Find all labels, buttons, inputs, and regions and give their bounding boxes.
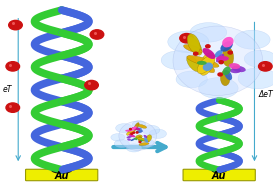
Ellipse shape	[144, 137, 148, 143]
Ellipse shape	[149, 129, 166, 138]
Ellipse shape	[141, 140, 155, 147]
Ellipse shape	[188, 37, 202, 55]
Ellipse shape	[230, 68, 241, 73]
Ellipse shape	[114, 140, 129, 148]
Ellipse shape	[138, 124, 147, 128]
Circle shape	[6, 103, 20, 112]
Ellipse shape	[220, 70, 230, 86]
Ellipse shape	[136, 130, 143, 133]
Circle shape	[219, 61, 223, 64]
Ellipse shape	[135, 135, 142, 139]
Ellipse shape	[128, 131, 135, 133]
Ellipse shape	[199, 78, 238, 99]
Circle shape	[258, 62, 272, 71]
Ellipse shape	[138, 136, 142, 142]
Ellipse shape	[168, 31, 209, 53]
Circle shape	[206, 45, 210, 48]
Ellipse shape	[190, 23, 227, 42]
Ellipse shape	[130, 138, 135, 141]
Ellipse shape	[127, 131, 132, 135]
Ellipse shape	[216, 56, 229, 61]
Ellipse shape	[187, 34, 200, 53]
Ellipse shape	[173, 26, 263, 95]
Ellipse shape	[176, 71, 207, 88]
Ellipse shape	[139, 143, 149, 146]
Ellipse shape	[143, 135, 147, 138]
Text: ΔeT: ΔeT	[258, 90, 273, 99]
Ellipse shape	[234, 30, 270, 49]
Text: eT: eT	[3, 85, 12, 94]
Circle shape	[133, 132, 135, 133]
Ellipse shape	[216, 54, 224, 62]
Ellipse shape	[203, 62, 213, 71]
Circle shape	[130, 129, 131, 130]
Text: Au: Au	[54, 170, 69, 180]
Circle shape	[136, 132, 138, 133]
Circle shape	[218, 73, 222, 76]
Circle shape	[90, 30, 104, 39]
Ellipse shape	[119, 121, 157, 150]
Circle shape	[228, 51, 232, 54]
Ellipse shape	[140, 139, 149, 142]
Ellipse shape	[161, 51, 196, 70]
Ellipse shape	[187, 56, 219, 67]
Ellipse shape	[238, 68, 277, 89]
Ellipse shape	[132, 121, 146, 128]
Text: Au: Au	[212, 170, 226, 180]
Ellipse shape	[183, 45, 202, 53]
Ellipse shape	[197, 55, 215, 74]
Circle shape	[9, 20, 22, 30]
Ellipse shape	[220, 41, 233, 52]
Ellipse shape	[146, 135, 152, 142]
Ellipse shape	[222, 47, 234, 67]
Ellipse shape	[200, 61, 215, 73]
Circle shape	[139, 141, 141, 143]
Circle shape	[6, 62, 20, 71]
Ellipse shape	[130, 126, 137, 131]
Circle shape	[180, 33, 193, 43]
Ellipse shape	[232, 66, 246, 72]
Circle shape	[194, 52, 198, 55]
Ellipse shape	[224, 70, 232, 80]
Ellipse shape	[125, 130, 132, 132]
Circle shape	[85, 81, 98, 90]
Ellipse shape	[116, 124, 133, 133]
Ellipse shape	[111, 134, 125, 141]
Ellipse shape	[222, 67, 231, 75]
Ellipse shape	[222, 37, 234, 47]
Ellipse shape	[129, 134, 135, 137]
Ellipse shape	[134, 138, 138, 140]
Ellipse shape	[127, 135, 133, 138]
Ellipse shape	[126, 144, 142, 152]
FancyBboxPatch shape	[183, 169, 255, 181]
Ellipse shape	[215, 50, 222, 58]
Ellipse shape	[202, 48, 216, 59]
Ellipse shape	[132, 127, 140, 130]
Ellipse shape	[197, 61, 207, 65]
Ellipse shape	[127, 138, 131, 141]
Ellipse shape	[51, 166, 73, 174]
FancyBboxPatch shape	[25, 169, 98, 181]
Ellipse shape	[187, 56, 200, 72]
Ellipse shape	[244, 50, 276, 67]
Ellipse shape	[211, 167, 227, 173]
Ellipse shape	[136, 137, 146, 141]
Ellipse shape	[229, 63, 240, 69]
Circle shape	[131, 133, 133, 134]
Ellipse shape	[136, 128, 142, 130]
Ellipse shape	[140, 140, 143, 142]
Ellipse shape	[142, 125, 160, 135]
Ellipse shape	[199, 53, 214, 75]
Ellipse shape	[134, 123, 139, 131]
